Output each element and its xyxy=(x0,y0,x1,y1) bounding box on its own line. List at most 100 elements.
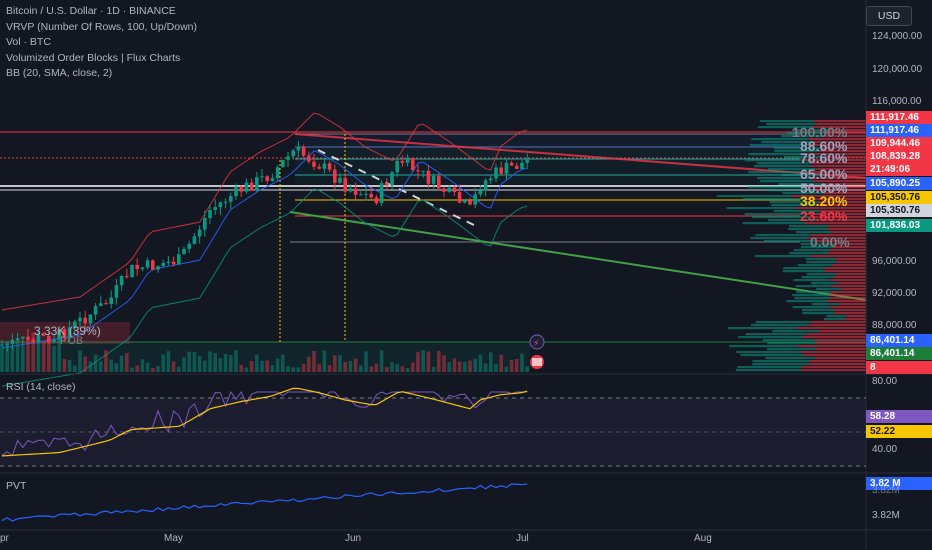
lightning-icon[interactable] xyxy=(529,334,545,350)
volume-bar xyxy=(265,360,269,372)
candle xyxy=(78,317,82,322)
volume-profile-bar xyxy=(792,306,830,309)
volume-profile-bar xyxy=(736,351,802,354)
volume-profile-bar xyxy=(778,183,823,186)
price-tag: 101,836.03 xyxy=(866,219,932,232)
candle xyxy=(229,196,233,202)
candle xyxy=(301,146,306,156)
volume-bar xyxy=(421,350,425,372)
volume-bar xyxy=(47,341,51,372)
volume-profile-bar xyxy=(767,348,817,351)
volume-profile-bar xyxy=(801,276,834,279)
volume-profile-bar xyxy=(829,279,866,282)
volume-bar xyxy=(369,366,373,372)
volume-profile-bar xyxy=(768,219,818,222)
volume-bar xyxy=(499,354,503,372)
volume-bar xyxy=(93,354,98,372)
volume-bar xyxy=(182,357,186,372)
volume-profile-bar xyxy=(793,279,830,282)
volume-bar xyxy=(353,358,358,372)
candle xyxy=(135,264,139,270)
candle xyxy=(125,275,129,278)
volume-bar xyxy=(426,351,431,372)
volume-profile-bar xyxy=(805,258,836,261)
candle xyxy=(317,166,321,169)
candle xyxy=(218,202,223,208)
vrvp-legend[interactable]: VRVP (Number Of Rows, 100, Up/Down) xyxy=(6,20,198,33)
volume-profile-bar xyxy=(817,168,866,171)
volume-profile-bar xyxy=(816,348,866,351)
volume-profile-bar xyxy=(751,138,809,141)
volume-profile-bar xyxy=(807,153,866,156)
volume-profile-bar xyxy=(782,192,825,195)
volume-profile-bar xyxy=(819,210,866,213)
volume-bar xyxy=(374,363,379,372)
volume-profile-bar xyxy=(744,213,806,216)
volume-bar xyxy=(333,355,337,372)
volume-profile-bar xyxy=(747,186,807,189)
volume-profile-bar xyxy=(804,198,866,201)
fib-label: 100.00% xyxy=(792,124,848,140)
candle xyxy=(322,163,327,169)
volume-profile-bar xyxy=(772,330,820,333)
fib-label: 78.60% xyxy=(800,150,848,166)
volume-bar xyxy=(379,350,384,372)
volume-bar xyxy=(390,362,394,372)
symbol-title[interactable]: Bitcoin / U.S. Dollar · 1D · BINANCE xyxy=(6,5,176,17)
volume-bar xyxy=(286,366,290,372)
vob-legend[interactable]: Volumized Order Blocks | Flux Charts xyxy=(6,51,181,64)
fib-label: 38.20% xyxy=(800,193,848,209)
rsi-legend[interactable]: RSI (14, close) xyxy=(6,381,76,393)
candle xyxy=(437,175,441,189)
volume-profile-bar xyxy=(820,150,866,153)
candle xyxy=(203,218,207,230)
price-tag: 111,917.46 xyxy=(866,124,932,137)
volume-profile-bar xyxy=(838,282,866,285)
volume-bar xyxy=(275,358,280,372)
volume-profile-bar xyxy=(830,285,866,288)
volume-profile-bar xyxy=(749,144,808,147)
candle xyxy=(119,275,124,286)
volume-profile-bar xyxy=(809,360,866,363)
volume-bar xyxy=(239,364,243,372)
volume-bar xyxy=(301,363,306,372)
volume-profile-bar xyxy=(829,129,866,132)
candle xyxy=(26,336,30,340)
volume-legend[interactable]: Vol · BTC xyxy=(6,36,51,48)
volume-bar xyxy=(78,350,82,372)
volume-profile-bar xyxy=(806,261,837,264)
candle xyxy=(21,336,25,339)
volume-bar xyxy=(104,350,108,372)
price-tag: 105,350.76 xyxy=(866,191,932,204)
candle xyxy=(15,338,20,340)
volume-profile-bar xyxy=(833,276,866,279)
candle xyxy=(166,261,171,264)
volume-profile-bar xyxy=(826,132,866,135)
volume-bar xyxy=(385,367,389,372)
candle xyxy=(338,177,342,183)
volume-bar xyxy=(244,367,249,372)
candle xyxy=(489,178,493,181)
volume-bar xyxy=(452,358,457,372)
pvt-legend[interactable]: PVT xyxy=(6,480,27,492)
currency-button[interactable]: USD xyxy=(866,6,912,26)
candle xyxy=(171,261,176,265)
volume-profile-bar xyxy=(761,141,814,144)
volume-bar xyxy=(395,364,399,372)
volume-bar xyxy=(83,356,87,372)
bollinger-band xyxy=(1,112,528,311)
volume-profile-bar xyxy=(831,231,866,234)
volume-bar xyxy=(463,362,467,372)
volume-profile-bar xyxy=(823,135,866,138)
volume-profile-bar xyxy=(802,312,835,315)
volume-bar xyxy=(504,366,509,372)
candle xyxy=(369,193,373,198)
pvt-axis-label: 3.82M xyxy=(872,510,900,521)
volume-bar xyxy=(442,355,446,372)
volume-profile-bar xyxy=(822,183,866,186)
volume-bar xyxy=(130,367,134,372)
bb-legend[interactable]: BB (20, SMA, close, 2) xyxy=(6,67,113,79)
volume-profile-bar xyxy=(797,264,832,267)
volume-bar xyxy=(255,354,259,372)
